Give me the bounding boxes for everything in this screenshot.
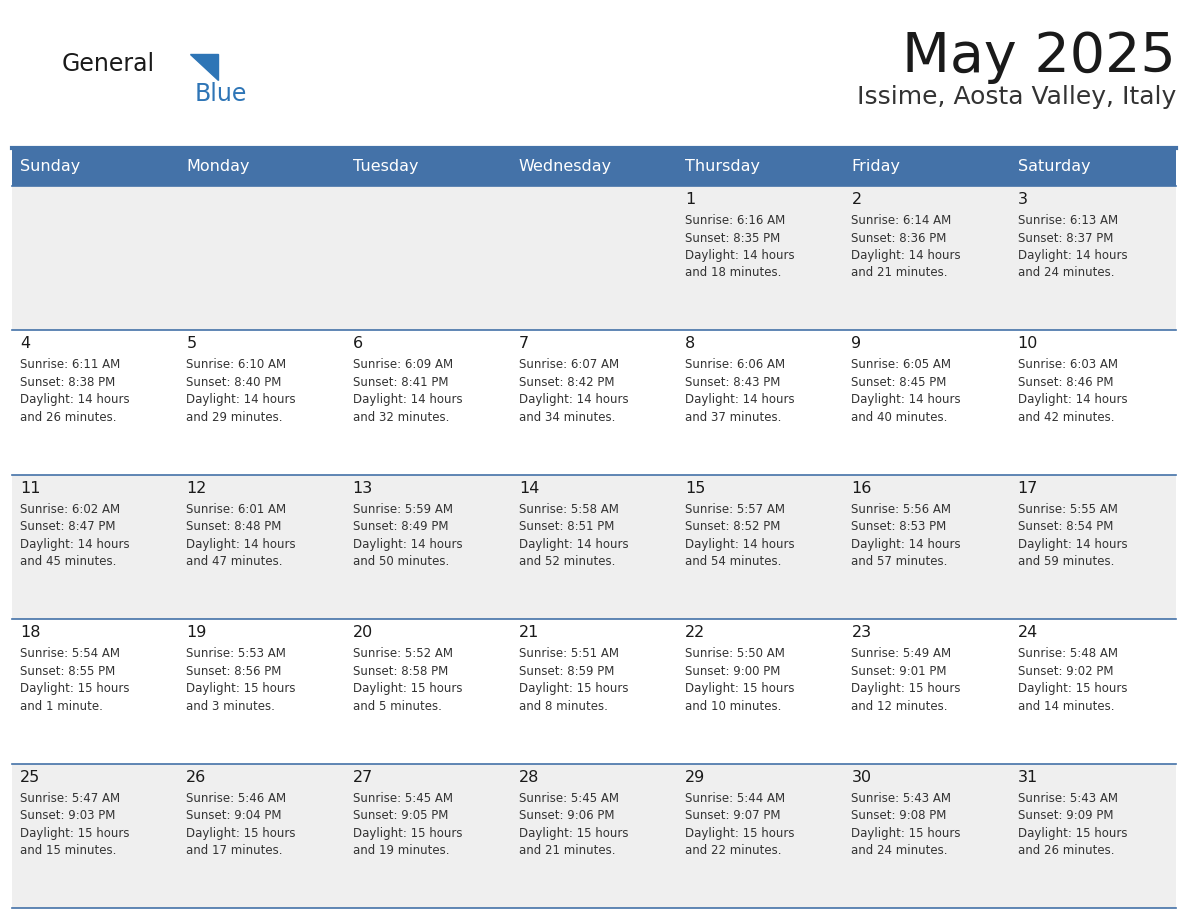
Text: Sunrise: 5:46 AM
Sunset: 9:04 PM
Daylight: 15 hours
and 17 minutes.: Sunrise: 5:46 AM Sunset: 9:04 PM Dayligh… (187, 791, 296, 857)
Text: 19: 19 (187, 625, 207, 640)
Text: May 2025: May 2025 (902, 30, 1176, 84)
Text: 2: 2 (852, 192, 861, 207)
Polygon shape (190, 54, 219, 80)
Bar (12, 475, 1176, 620)
Text: 8: 8 (685, 336, 695, 352)
Text: Sunrise: 5:59 AM
Sunset: 8:49 PM
Daylight: 14 hours
and 50 minutes.: Sunrise: 5:59 AM Sunset: 8:49 PM Dayligh… (353, 503, 462, 568)
Text: Sunrise: 6:01 AM
Sunset: 8:48 PM
Daylight: 14 hours
and 47 minutes.: Sunrise: 6:01 AM Sunset: 8:48 PM Dayligh… (187, 503, 296, 568)
Text: 11: 11 (20, 481, 40, 496)
Bar (12, 330, 1176, 475)
Text: 28: 28 (519, 769, 539, 785)
Bar (12, 186, 1176, 330)
Text: Sunrise: 5:43 AM
Sunset: 9:08 PM
Daylight: 15 hours
and 24 minutes.: Sunrise: 5:43 AM Sunset: 9:08 PM Dayligh… (852, 791, 961, 857)
Text: Sunrise: 6:07 AM
Sunset: 8:42 PM
Daylight: 14 hours
and 34 minutes.: Sunrise: 6:07 AM Sunset: 8:42 PM Dayligh… (519, 358, 628, 424)
Text: Tuesday: Tuesday (353, 160, 418, 174)
Text: Sunrise: 5:58 AM
Sunset: 8:51 PM
Daylight: 14 hours
and 52 minutes.: Sunrise: 5:58 AM Sunset: 8:51 PM Dayligh… (519, 503, 628, 568)
Text: 17: 17 (1018, 481, 1038, 496)
Text: 29: 29 (685, 769, 706, 785)
Text: Sunrise: 5:57 AM
Sunset: 8:52 PM
Daylight: 14 hours
and 54 minutes.: Sunrise: 5:57 AM Sunset: 8:52 PM Dayligh… (685, 503, 795, 568)
Text: Sunrise: 6:14 AM
Sunset: 8:36 PM
Daylight: 14 hours
and 21 minutes.: Sunrise: 6:14 AM Sunset: 8:36 PM Dayligh… (852, 214, 961, 279)
Text: 9: 9 (852, 336, 861, 352)
Text: 7: 7 (519, 336, 529, 352)
Text: 13: 13 (353, 481, 373, 496)
Text: 14: 14 (519, 481, 539, 496)
Text: 1: 1 (685, 192, 695, 207)
Text: 20: 20 (353, 625, 373, 640)
Text: Sunrise: 5:48 AM
Sunset: 9:02 PM
Daylight: 15 hours
and 14 minutes.: Sunrise: 5:48 AM Sunset: 9:02 PM Dayligh… (1018, 647, 1127, 712)
Text: Sunrise: 6:16 AM
Sunset: 8:35 PM
Daylight: 14 hours
and 18 minutes.: Sunrise: 6:16 AM Sunset: 8:35 PM Dayligh… (685, 214, 795, 279)
Text: Sunrise: 5:53 AM
Sunset: 8:56 PM
Daylight: 15 hours
and 3 minutes.: Sunrise: 5:53 AM Sunset: 8:56 PM Dayligh… (187, 647, 296, 712)
Text: Sunrise: 5:49 AM
Sunset: 9:01 PM
Daylight: 15 hours
and 12 minutes.: Sunrise: 5:49 AM Sunset: 9:01 PM Dayligh… (852, 647, 961, 712)
Text: Sunrise: 5:47 AM
Sunset: 9:03 PM
Daylight: 15 hours
and 15 minutes.: Sunrise: 5:47 AM Sunset: 9:03 PM Dayligh… (20, 791, 129, 857)
Text: Sunrise: 6:05 AM
Sunset: 8:45 PM
Daylight: 14 hours
and 40 minutes.: Sunrise: 6:05 AM Sunset: 8:45 PM Dayligh… (852, 358, 961, 424)
Text: 3: 3 (1018, 192, 1028, 207)
Text: 16: 16 (852, 481, 872, 496)
Text: 10: 10 (1018, 336, 1038, 352)
Text: Sunrise: 6:03 AM
Sunset: 8:46 PM
Daylight: 14 hours
and 42 minutes.: Sunrise: 6:03 AM Sunset: 8:46 PM Dayligh… (1018, 358, 1127, 424)
Text: Issime, Aosta Valley, Italy: Issime, Aosta Valley, Italy (857, 85, 1176, 109)
Text: Sunrise: 6:06 AM
Sunset: 8:43 PM
Daylight: 14 hours
and 37 minutes.: Sunrise: 6:06 AM Sunset: 8:43 PM Dayligh… (685, 358, 795, 424)
Text: 12: 12 (187, 481, 207, 496)
Text: 5: 5 (187, 336, 196, 352)
Text: 18: 18 (20, 625, 40, 640)
Text: Sunrise: 5:52 AM
Sunset: 8:58 PM
Daylight: 15 hours
and 5 minutes.: Sunrise: 5:52 AM Sunset: 8:58 PM Dayligh… (353, 647, 462, 712)
Text: Sunrise: 6:10 AM
Sunset: 8:40 PM
Daylight: 14 hours
and 29 minutes.: Sunrise: 6:10 AM Sunset: 8:40 PM Dayligh… (187, 358, 296, 424)
Text: Sunrise: 5:51 AM
Sunset: 8:59 PM
Daylight: 15 hours
and 8 minutes.: Sunrise: 5:51 AM Sunset: 8:59 PM Dayligh… (519, 647, 628, 712)
Text: 6: 6 (353, 336, 362, 352)
Text: Sunrise: 5:44 AM
Sunset: 9:07 PM
Daylight: 15 hours
and 22 minutes.: Sunrise: 5:44 AM Sunset: 9:07 PM Dayligh… (685, 791, 795, 857)
Text: 15: 15 (685, 481, 706, 496)
Text: Sunrise: 5:54 AM
Sunset: 8:55 PM
Daylight: 15 hours
and 1 minute.: Sunrise: 5:54 AM Sunset: 8:55 PM Dayligh… (20, 647, 129, 712)
Text: Sunrise: 5:45 AM
Sunset: 9:06 PM
Daylight: 15 hours
and 21 minutes.: Sunrise: 5:45 AM Sunset: 9:06 PM Dayligh… (519, 791, 628, 857)
Text: Sunrise: 6:13 AM
Sunset: 8:37 PM
Daylight: 14 hours
and 24 minutes.: Sunrise: 6:13 AM Sunset: 8:37 PM Dayligh… (1018, 214, 1127, 279)
Text: Sunrise: 5:45 AM
Sunset: 9:05 PM
Daylight: 15 hours
and 19 minutes.: Sunrise: 5:45 AM Sunset: 9:05 PM Dayligh… (353, 791, 462, 857)
Text: Sunrise: 5:56 AM
Sunset: 8:53 PM
Daylight: 14 hours
and 57 minutes.: Sunrise: 5:56 AM Sunset: 8:53 PM Dayligh… (852, 503, 961, 568)
Text: General: General (62, 52, 156, 76)
Text: Sunrise: 6:02 AM
Sunset: 8:47 PM
Daylight: 14 hours
and 45 minutes.: Sunrise: 6:02 AM Sunset: 8:47 PM Dayligh… (20, 503, 129, 568)
Text: 4: 4 (20, 336, 30, 352)
Text: 30: 30 (852, 769, 872, 785)
Text: Blue: Blue (195, 82, 247, 106)
Text: 25: 25 (20, 769, 40, 785)
Text: Sunrise: 6:09 AM
Sunset: 8:41 PM
Daylight: 14 hours
and 32 minutes.: Sunrise: 6:09 AM Sunset: 8:41 PM Dayligh… (353, 358, 462, 424)
Text: Sunrise: 5:55 AM
Sunset: 8:54 PM
Daylight: 14 hours
and 59 minutes.: Sunrise: 5:55 AM Sunset: 8:54 PM Dayligh… (1018, 503, 1127, 568)
Text: Monday: Monday (187, 160, 249, 174)
Text: Sunrise: 6:11 AM
Sunset: 8:38 PM
Daylight: 14 hours
and 26 minutes.: Sunrise: 6:11 AM Sunset: 8:38 PM Dayligh… (20, 358, 129, 424)
Text: Saturday: Saturday (1018, 160, 1091, 174)
Bar (12, 148, 1176, 186)
Text: Thursday: Thursday (685, 160, 760, 174)
Text: Sunday: Sunday (20, 160, 81, 174)
Bar (12, 764, 1176, 908)
Text: Wednesday: Wednesday (519, 160, 612, 174)
Text: 22: 22 (685, 625, 706, 640)
Text: 21: 21 (519, 625, 539, 640)
Text: 27: 27 (353, 769, 373, 785)
Text: 24: 24 (1018, 625, 1038, 640)
Bar (12, 620, 1176, 764)
Text: 31: 31 (1018, 769, 1038, 785)
Text: Friday: Friday (852, 160, 901, 174)
Text: 26: 26 (187, 769, 207, 785)
Text: Sunrise: 5:50 AM
Sunset: 9:00 PM
Daylight: 15 hours
and 10 minutes.: Sunrise: 5:50 AM Sunset: 9:00 PM Dayligh… (685, 647, 795, 712)
Text: 23: 23 (852, 625, 872, 640)
Text: Sunrise: 5:43 AM
Sunset: 9:09 PM
Daylight: 15 hours
and 26 minutes.: Sunrise: 5:43 AM Sunset: 9:09 PM Dayligh… (1018, 791, 1127, 857)
